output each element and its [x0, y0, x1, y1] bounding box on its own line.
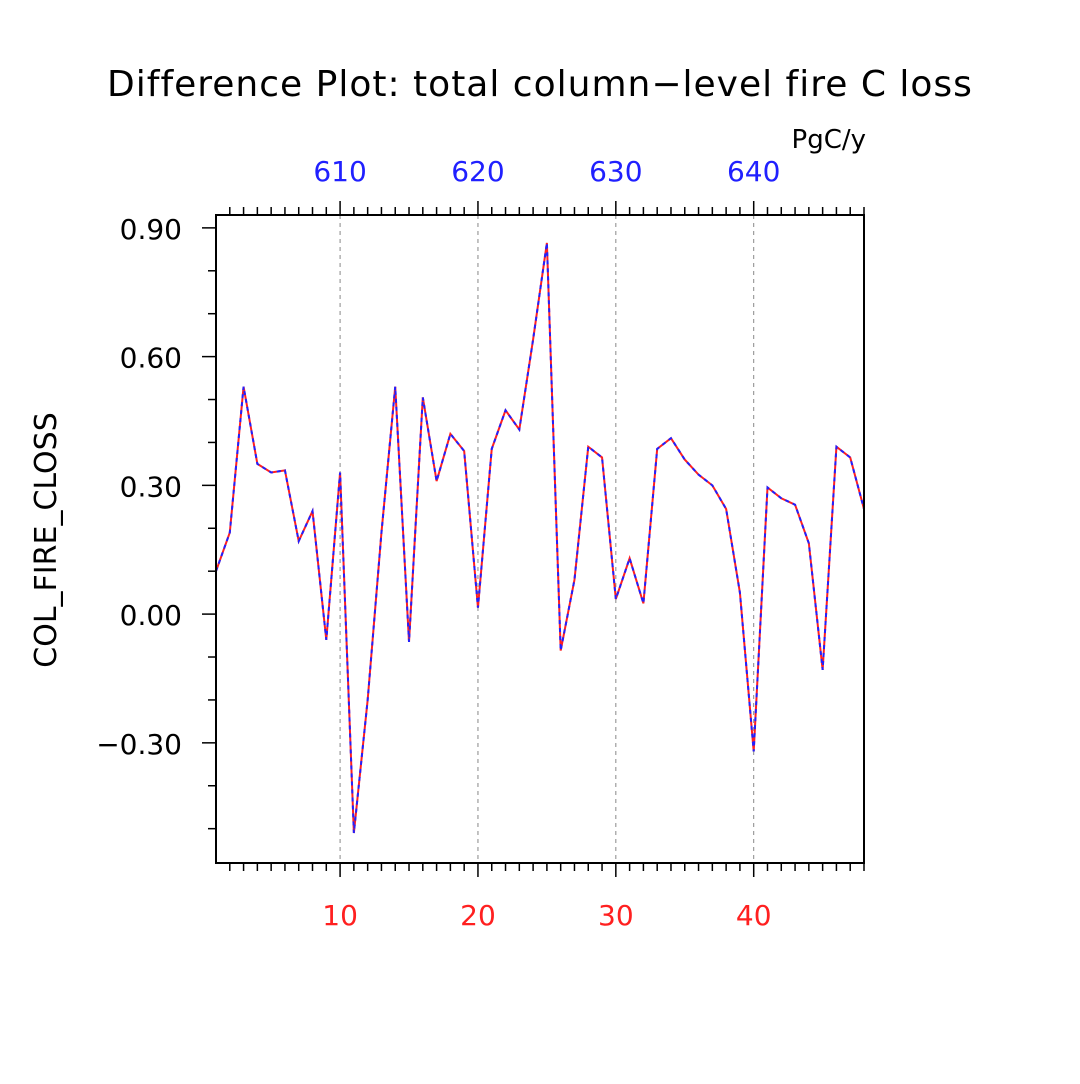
x-tick-label-bottom: 40 — [736, 899, 772, 932]
plot-frame — [215, 214, 865, 864]
x-tick-label-top: 620 — [451, 155, 504, 188]
series-lines — [215, 242, 865, 834]
x-tick-label-bottom: 10 — [322, 899, 358, 932]
series-line-1 — [215, 242, 865, 834]
x-tick-label-top: 630 — [589, 155, 642, 188]
y-tick-label: −0.30 — [96, 728, 182, 761]
chart-title: Difference Plot: total column−level fire… — [107, 64, 973, 105]
x-tick-label-bottom: 30 — [598, 899, 634, 932]
tick-labels: −0.30 0.00 0.30 0.60 0.90 10 20 30 40 610 620 630 64… — [96, 155, 780, 932]
y-tick-label: 0.90 — [120, 213, 182, 246]
axis-ticks — [202, 201, 865, 877]
series-line-2 — [215, 242, 865, 834]
x-tick-label-top: 610 — [313, 155, 366, 188]
y-tick-label: 0.30 — [120, 470, 182, 503]
y-tick-label: 0.60 — [120, 342, 182, 375]
y-axis-label: COL_FIRE_CLOSS — [29, 412, 64, 667]
x-tick-label-top: 640 — [727, 155, 780, 188]
grid-lines — [339, 215, 755, 863]
x-tick-label-bottom: 20 — [460, 899, 496, 932]
units-label: PgC/y — [792, 125, 866, 155]
plot-border — [215, 214, 865, 864]
y-tick-label: 0.00 — [120, 599, 182, 632]
